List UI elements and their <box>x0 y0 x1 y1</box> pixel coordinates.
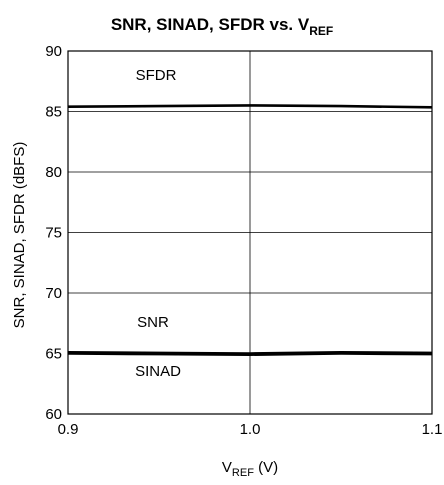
y-tick-label: 85 <box>45 104 62 121</box>
y-tick-label: 65 <box>45 346 62 363</box>
chart-title-main: SNR, SINAD, SFDR vs. V <box>111 15 310 34</box>
series-label-snr: SNR <box>137 314 169 331</box>
x-tick-label: 1.1 <box>422 421 443 438</box>
plot-frame <box>67 50 433 415</box>
x-axis-label-sub: REF <box>232 467 254 479</box>
x-tick-labels: 0.9 1.0 1.1 <box>58 421 443 438</box>
x-axis-label: VREF (V) <box>222 459 278 479</box>
series-line-sinad <box>67 352 433 357</box>
y-axis-label: SNR, SINAD, SFDR (dBFS) <box>11 142 28 329</box>
x-axis-label-suffix: (V) <box>254 459 278 476</box>
y-tick-label: 90 <box>45 43 62 60</box>
y-tick-label: 60 <box>45 406 62 423</box>
series-label-sinad: SINAD <box>135 363 181 380</box>
series-lines <box>67 104 433 357</box>
y-tick-labels: 60 65 70 75 80 85 90 <box>45 43 62 423</box>
series-line-sfdr <box>67 104 433 109</box>
y-tick-label: 75 <box>45 225 62 242</box>
x-axis-label-main: V <box>222 459 232 476</box>
chart-title-sub: REF <box>309 24 333 38</box>
x-tick-label: 0.9 <box>58 421 79 438</box>
series-label-sfdr: SFDR <box>136 67 177 84</box>
x-tick-label: 1.0 <box>240 421 261 438</box>
y-tick-label: 70 <box>45 285 62 302</box>
y-tick-label: 80 <box>45 164 62 181</box>
chart-title: SNR, SINAD, SFDR vs. VREF <box>111 15 333 38</box>
